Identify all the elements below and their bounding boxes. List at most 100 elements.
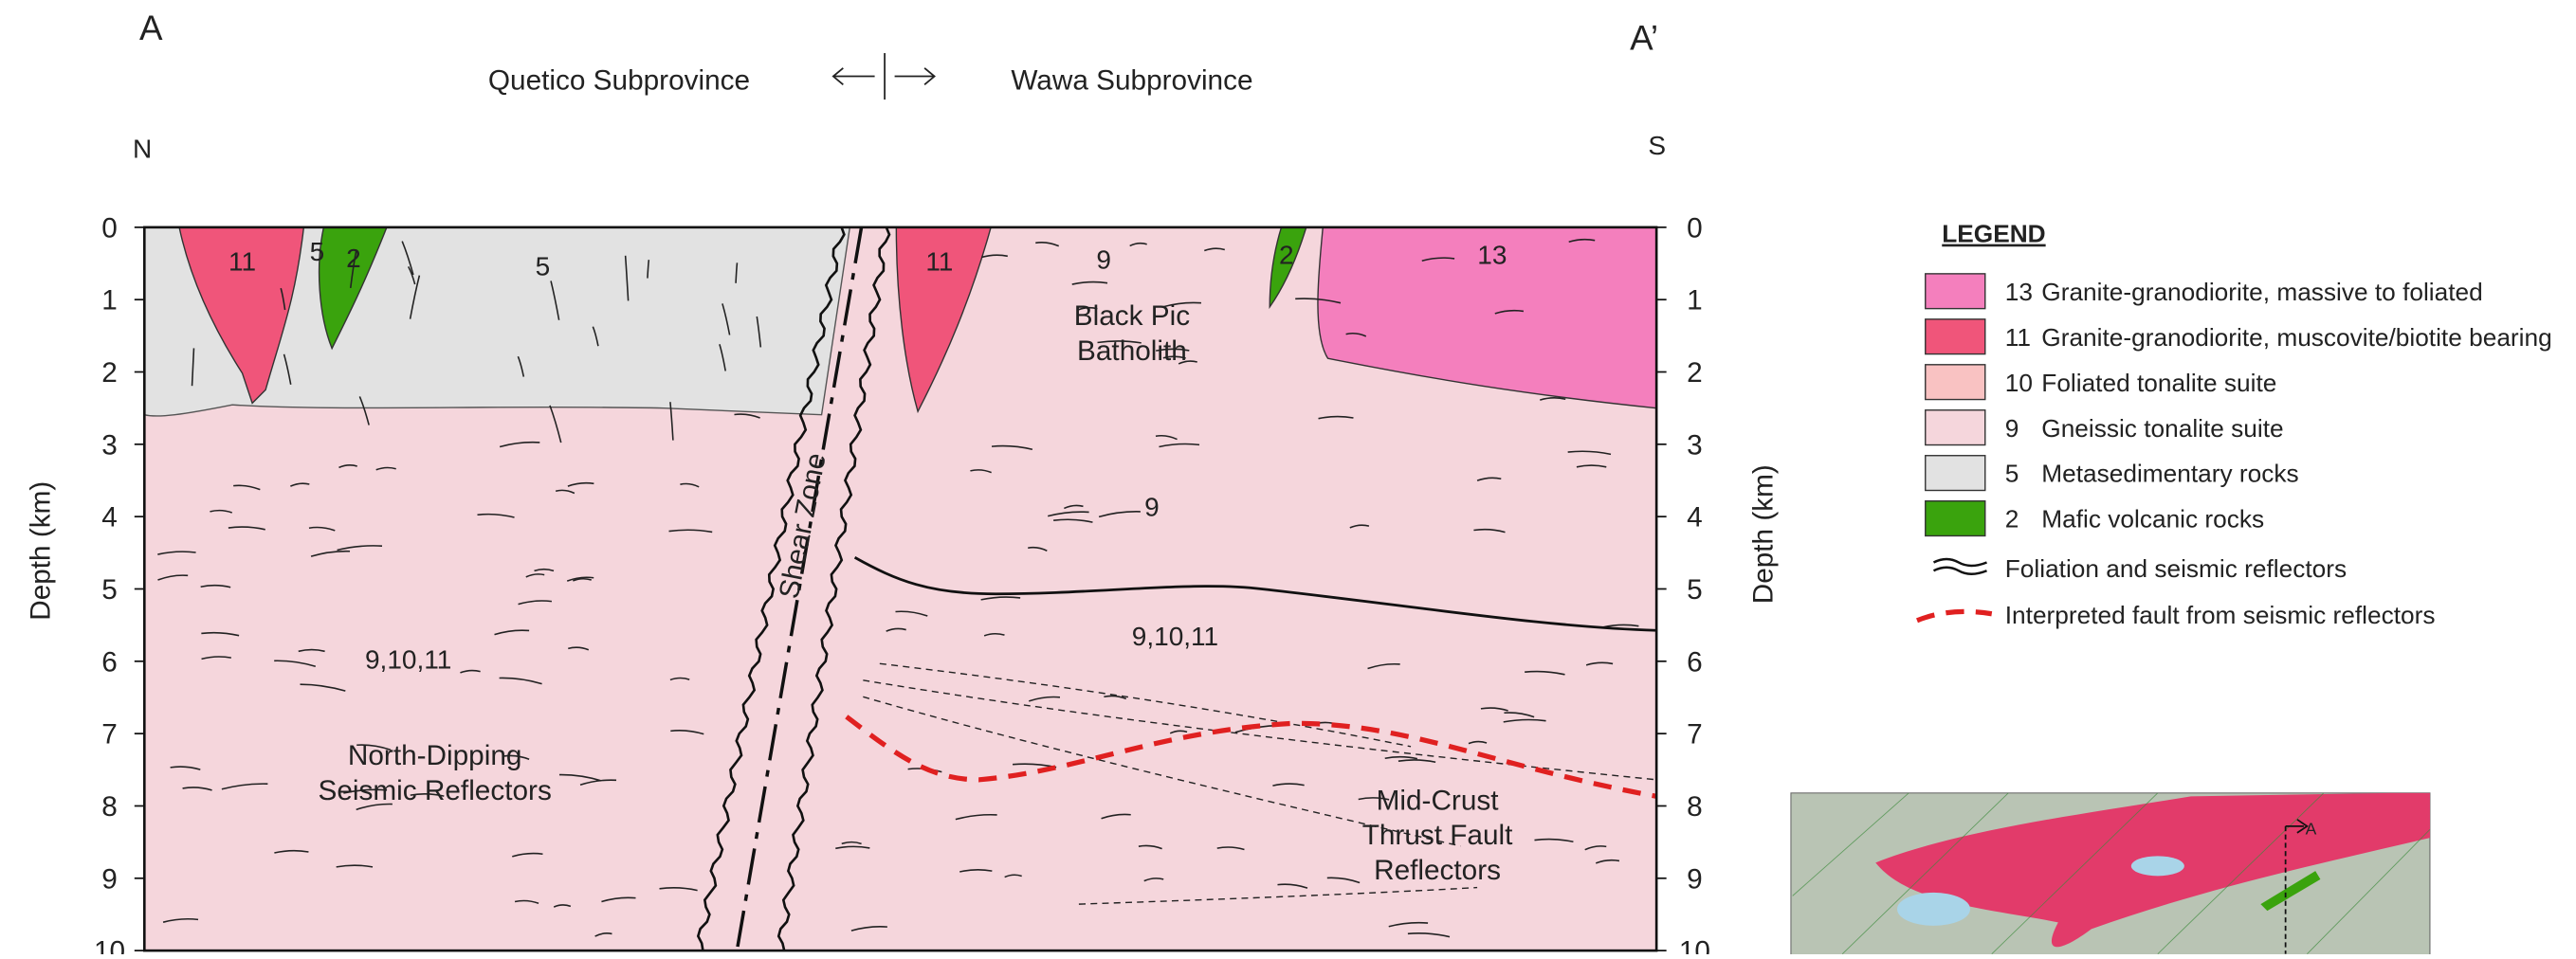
foliation-dash — [210, 509, 232, 514]
legend-swatch — [1925, 364, 1986, 401]
mafic-2 — [318, 226, 388, 351]
tick-label: 8 — [1687, 791, 1703, 823]
legend-code: 2 — [2005, 505, 2019, 534]
foliation-dash — [959, 869, 993, 873]
tick-label: 6 — [101, 646, 118, 678]
tick-label: 0 — [101, 212, 118, 244]
granite-11 — [895, 226, 992, 414]
foliation-dash — [349, 249, 357, 289]
foliation-dash — [1480, 707, 1508, 712]
foliation-dash — [1178, 360, 1197, 365]
tick-label: 4 — [101, 502, 118, 534]
foliation-dash — [1525, 670, 1565, 676]
foliation-dash — [983, 632, 1005, 637]
province: Quetico Subprovince — [488, 65, 750, 97]
foliation-dash — [336, 864, 374, 868]
foliation-dash — [1064, 504, 1084, 510]
foliation-dash — [1047, 511, 1089, 517]
foliation-dash — [573, 577, 592, 582]
unit-label: North-Dipping — [348, 740, 522, 771]
legend-text: Foliation and seismic reflectors — [2005, 554, 2347, 583]
foliation-dash — [534, 568, 555, 572]
legend-line — [1932, 557, 1987, 568]
tick-label: 8 — [101, 791, 118, 823]
foliation-dash — [298, 648, 325, 653]
unit-label: 9 — [1144, 492, 1160, 521]
foliation-dash — [191, 348, 195, 387]
foliation-dash — [970, 469, 992, 474]
axis-label: Depth (km) — [1748, 464, 1780, 604]
marker: A — [139, 9, 163, 47]
foliation-dash — [162, 917, 199, 923]
direction: N — [133, 134, 152, 163]
reflector — [1078, 886, 1478, 905]
legend-code: 11 — [2005, 323, 2031, 352]
legend-swatch — [1925, 273, 1986, 310]
foliation-dash — [518, 600, 553, 606]
foliation-dash — [1155, 348, 1190, 352]
tick-label: 7 — [1687, 719, 1703, 751]
mafic-2 — [1269, 226, 1307, 310]
foliation-dash — [1216, 846, 1245, 851]
reflector — [879, 662, 1412, 748]
legend-code: 13 — [2005, 278, 2033, 306]
unit-label: 11 — [228, 246, 256, 276]
tick-label: 9 — [101, 863, 118, 895]
unit-label: 9 — [1096, 245, 1111, 275]
foliation-dash — [835, 845, 870, 850]
foliation-dash — [170, 766, 201, 770]
foliation-dash — [1277, 883, 1308, 889]
foliation-dash — [1101, 813, 1131, 820]
tick-label: 6 — [1687, 646, 1703, 678]
foliation-dash — [200, 584, 231, 588]
foliation-dash — [409, 275, 421, 319]
direction: S — [1648, 131, 1666, 160]
foliation-dash — [1568, 238, 1596, 244]
foliation-dash — [601, 896, 636, 903]
foliation-dash — [503, 754, 530, 761]
foliation-dash — [1504, 712, 1535, 718]
legend: 13 Granite-granodiorite, massive to folia… — [1916, 273, 2552, 629]
foliation-dash — [567, 481, 594, 487]
foliation-dash — [514, 899, 539, 904]
foliation-dash — [1155, 434, 1178, 441]
legend-swatch — [1925, 409, 1986, 446]
foliation-dash — [1345, 332, 1367, 337]
contact-line — [853, 556, 1657, 632]
foliation-dash — [669, 677, 690, 681]
foliation-dash — [722, 303, 731, 335]
foliation-dash — [1576, 464, 1607, 468]
granite-13 — [1317, 226, 1657, 409]
legend-title: LEGEND — [1942, 220, 2045, 248]
foliation-dash — [1388, 921, 1429, 928]
svg-text:A: A — [2306, 820, 2317, 839]
foliation-dash — [1203, 247, 1226, 252]
foliation-dash — [1138, 844, 1162, 850]
legend-text: Mafic volcanic rocks — [2041, 505, 2264, 534]
foliation-dash — [734, 413, 760, 419]
foliation-dash — [157, 574, 189, 581]
granite-11 — [178, 226, 305, 405]
foliation-dash — [659, 887, 698, 892]
foliation-dash — [233, 484, 261, 491]
legend-swatch — [1925, 318, 1986, 355]
foliation-dash — [1407, 932, 1451, 938]
unit-label: 11 — [925, 246, 953, 276]
foliation-dash — [221, 783, 268, 790]
foliation-dash — [980, 596, 1021, 601]
inset-map: A — [1790, 792, 2431, 956]
unit-label: Reflectors — [1374, 855, 1501, 886]
foliation-dash — [592, 326, 599, 347]
reflector — [863, 696, 1461, 847]
legend-code: 9 — [2005, 414, 2019, 443]
unit-label: 9,10,11 — [365, 645, 451, 675]
foliation-dash — [1567, 450, 1612, 456]
foliation-dash — [343, 788, 388, 794]
foliation-dash — [274, 660, 317, 668]
legend-text: Interpreted fault from seismic reflector… — [2005, 601, 2436, 629]
foliation-dash — [1494, 309, 1525, 315]
foliation-dash — [375, 466, 396, 471]
foliation-dash — [1295, 298, 1342, 304]
foliation-dash — [1595, 859, 1620, 864]
unit-label: Mid-Crust — [1377, 785, 1500, 816]
